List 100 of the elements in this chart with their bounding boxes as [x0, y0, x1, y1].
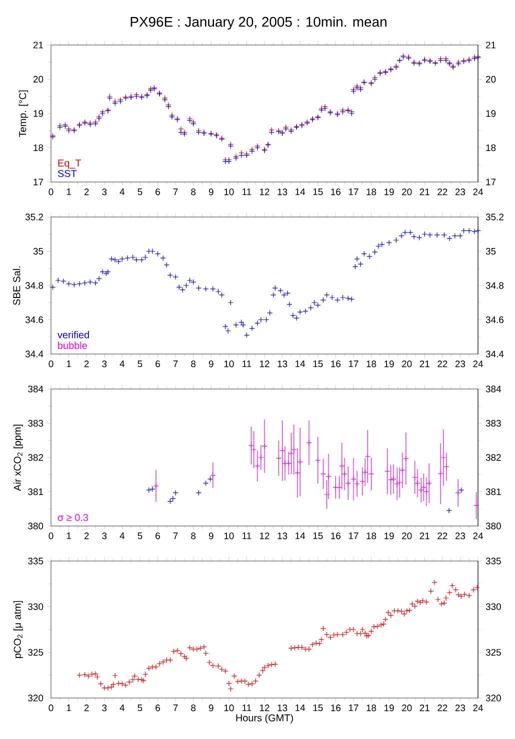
y2-tick-label: 320 [486, 694, 501, 702]
x-tick-label: 9 [208, 360, 214, 368]
x-tick-label: 3 [102, 188, 107, 196]
x-tick-label: 24 [473, 188, 483, 196]
y-tick-label: 380 [28, 522, 44, 530]
x-tick-label: 7 [173, 188, 178, 196]
y-tick-label: 17 [34, 178, 44, 186]
x-axis-title: Hours (GMT) [236, 714, 293, 724]
point [196, 490, 202, 496]
x-tick-label: 16 [331, 188, 341, 196]
y2-tick-label: 330 [486, 603, 501, 610]
x-tick-label: 8 [191, 360, 196, 368]
text: σ ≥ 0.3 [58, 514, 88, 522]
y-tick-label: 19 [34, 110, 44, 117]
x-tick-label: 10 [224, 704, 234, 712]
point [172, 490, 178, 496]
x-tick-label: 12 [260, 532, 270, 540]
x-tick-label: 10 [224, 360, 234, 368]
point [458, 487, 464, 493]
x-tick-label: 16 [331, 704, 341, 712]
y-axis-title: pCO$_{2}$ [μ atm] [14, 601, 23, 658]
x-tick-label: 5 [138, 188, 142, 196]
x-tick-label: 15 [313, 188, 323, 196]
x-tick-label: 23 [455, 188, 466, 196]
y-tick-label: 335 [28, 558, 44, 564]
x-tick-label: 15 [313, 704, 323, 712]
x-tick-label: 20 [402, 532, 412, 540]
x-tick-label: 14 [296, 704, 306, 712]
y-axis-title: Air xCO$_{2}$ [ppm] [14, 424, 23, 491]
x-tick-label: 13 [278, 360, 288, 368]
x-tick-label: 18 [366, 532, 376, 540]
x-tick-label: 22 [438, 532, 448, 540]
x-tick-label: 16 [331, 360, 341, 368]
y-tick-label: 384 [28, 386, 44, 392]
y2-tick-label: 35.2 [486, 214, 504, 220]
y-tick-label: 35 [33, 248, 44, 255]
x-tick-label: 24 [473, 360, 483, 368]
point [202, 480, 209, 486]
y2-tick-label: 325 [486, 648, 501, 656]
x-tick-label: 6 [156, 532, 160, 540]
y-axis-title: SBE Sal. [12, 266, 20, 305]
x-tick-label: 17 [348, 704, 358, 712]
y2-tick-label: 380 [486, 522, 501, 530]
y-tick-label: 383 [28, 420, 44, 427]
x-tick-label: 0 [48, 532, 54, 540]
y2-tick-label: 335 [486, 558, 501, 564]
y-tick-label: 330 [28, 603, 44, 610]
x-tick-label: 13 [278, 704, 288, 712]
x-tick-label: 10 [224, 532, 234, 540]
x-tick-label: 10 [224, 188, 234, 196]
y2-tick-label: 17 [486, 178, 496, 186]
x-tick-label: 1 [66, 188, 71, 196]
y2-tick-label: 34.4 [486, 350, 504, 358]
x-tick-label: 22 [438, 188, 448, 196]
x-tick-label: 23 [455, 532, 466, 540]
x-tick-label: 14 [296, 188, 306, 196]
x-tick-label: 11 [242, 360, 252, 368]
x-tick-label: 12 [260, 704, 270, 712]
y2-tick-label: 20 [486, 76, 496, 83]
x-tick-label: 2 [84, 360, 89, 368]
y-tick-label: 34.6 [25, 316, 44, 324]
x-tick-label: 18 [366, 704, 376, 712]
x-tick-label: 9 [208, 532, 214, 540]
y-tick-label: 382 [28, 454, 44, 461]
y2-tick-label: 19 [486, 110, 496, 117]
x-tick-label: 21 [420, 188, 430, 196]
x-tick-label: 1 [66, 532, 71, 540]
y2-tick-label: 34.6 [486, 316, 504, 324]
y2-tick-label: 18 [486, 144, 496, 152]
y2-tick-label: 384 [486, 386, 502, 392]
x-tick-label: 20 [402, 188, 412, 196]
x-tick-label: 21 [420, 704, 430, 712]
point [146, 487, 152, 493]
x-tick-label: 7 [173, 532, 178, 540]
x-tick-label: 9 [208, 188, 214, 196]
x-tick-label: 3 [102, 704, 107, 712]
x-tick-label: 21 [420, 360, 430, 368]
x-tick-label: 19 [384, 360, 394, 368]
x-tick-label: 2 [84, 532, 89, 540]
x-tick-label: 0 [48, 360, 54, 368]
point [167, 498, 174, 504]
x-tick-label: 16 [331, 532, 341, 540]
y-tick-label: 20 [33, 76, 44, 83]
x-tick-label: 19 [384, 704, 394, 712]
y-tick-label: 34.4 [25, 350, 44, 358]
point [150, 486, 156, 492]
x-tick-label: 4 [120, 704, 125, 712]
x-tick-label: 6 [156, 188, 160, 196]
y-tick-label: 18 [34, 144, 44, 152]
x-tick-label: 20 [402, 360, 412, 368]
y-tick-label: 34.8 [25, 282, 44, 289]
x-tick-label: 21 [420, 532, 430, 540]
x-tick-label: 23 [455, 704, 466, 712]
y-tick-label: 320 [28, 694, 44, 702]
y-tick-label: 35.2 [25, 214, 44, 220]
x-tick-label: 3 [102, 360, 107, 368]
x-tick-label: 11 [242, 188, 252, 196]
text: verified [57, 331, 89, 338]
x-tick-label: 5 [138, 360, 142, 368]
x-tick-label: 18 [366, 360, 376, 368]
